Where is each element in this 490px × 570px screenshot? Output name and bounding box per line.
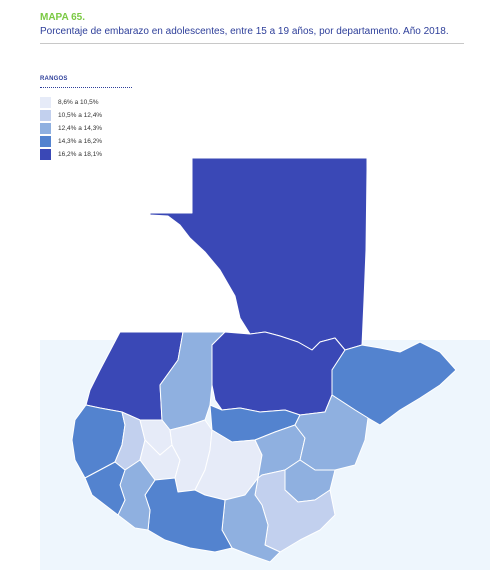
- legend-divider: [40, 87, 132, 88]
- legend-label-3: 12,4% a 14,3%: [58, 125, 103, 132]
- legend-swatch-5: [40, 149, 51, 160]
- legend-swatch-1: [40, 97, 51, 108]
- departments: [71, 157, 457, 563]
- department-retalhuleu: [84, 461, 126, 516]
- legend-label-1: 8,6% a 10,5%: [58, 99, 99, 106]
- legend-swatch-4: [40, 136, 51, 147]
- map-title: Porcentaje de embarazo en adolescentes, …: [40, 26, 449, 37]
- legend-label-2: 10,5% a 12,4%: [58, 112, 103, 119]
- legend-list: 8,6% a 10,5% 10,5% a 12,4% 12,4% a 14,3%…: [40, 96, 170, 161]
- legend-swatch-2: [40, 110, 51, 121]
- legend-label-5: 16,2% a 18,1%: [58, 151, 103, 158]
- legend-swatch-3: [40, 123, 51, 134]
- legend: RANGOS 8,6% a 10,5% 10,5% a 12,4% 12,4% …: [40, 76, 170, 161]
- department-peten: [149, 157, 368, 351]
- legend-title: RANGOS: [40, 76, 68, 82]
- legend-item-2: 10,5% a 12,4%: [40, 109, 170, 122]
- department-alta-verapaz: [211, 331, 346, 416]
- map-number: MAPA 65.: [40, 12, 86, 23]
- legend-label-4: 14,3% a 16,2%: [58, 138, 103, 145]
- legend-item-3: 12,4% a 14,3%: [40, 122, 170, 135]
- header-divider: [40, 43, 464, 44]
- legend-item-1: 8,6% a 10,5%: [40, 96, 170, 109]
- map-header: MAPA 65. Porcentaje de embarazo en adole…: [40, 12, 464, 38]
- legend-item-4: 14,3% a 16,2%: [40, 135, 170, 148]
- legend-item-5: 16,2% a 18,1%: [40, 148, 170, 161]
